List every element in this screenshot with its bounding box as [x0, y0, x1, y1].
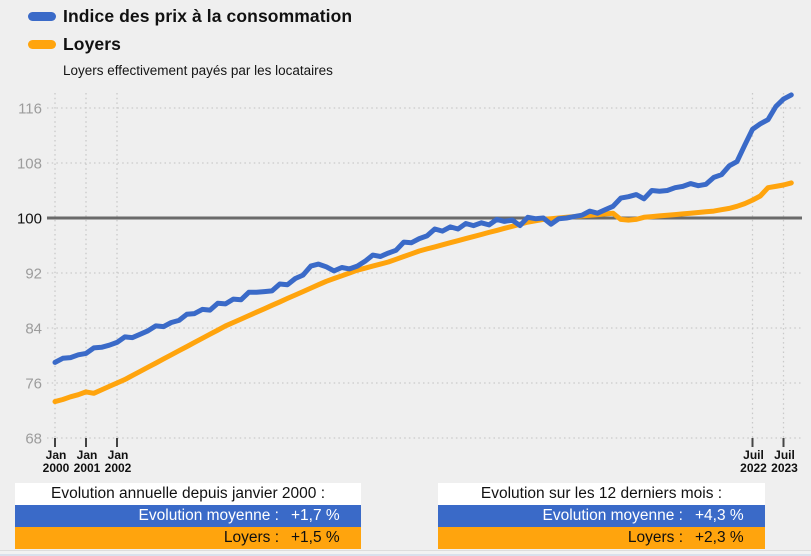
- annual-rent-row: Loyers : +1,5 %: [15, 527, 361, 549]
- last12-cpi-label: Evolution moyenne :: [542, 507, 683, 524]
- price-vs-rent-line-chart: 68768492100108116Jan2000Jan2001Jan2002Ju…: [17, 92, 802, 475]
- y-tick-label-108: 108: [17, 156, 42, 173]
- x-tick-label-jan-2000-l1: Jan: [46, 448, 67, 462]
- legend-row-cpi: Indice des prix à la consommation: [28, 6, 352, 27]
- annual-cpi-value: +1,7 %: [291, 507, 340, 524]
- last-12-months-title: Evolution sur les 12 derniers mois :: [438, 483, 765, 505]
- x-tick-label-juil-2022-l1: Juil: [743, 448, 764, 462]
- last12-cpi-row: Evolution moyenne : +4,3 %: [438, 505, 765, 527]
- bottom-edge-line: [0, 554, 811, 556]
- annual-evolution-title: Evolution annuelle depuis janvier 2000 :: [15, 483, 361, 505]
- x-tick-label-jan-2000-l2: 2000: [43, 461, 70, 475]
- x-tick-label-juil-2023-l1: Juil: [774, 448, 795, 462]
- y-tick-label-76: 76: [25, 376, 42, 393]
- cpi-legend-swatch-icon: [28, 12, 56, 21]
- cpi-legend-label: Indice des prix à la consommation: [63, 6, 353, 26]
- last12-rent-label: Loyers :: [627, 529, 683, 546]
- x-tick-label-juil-2022-l2: 2022: [740, 461, 767, 475]
- annual-cpi-row: Evolution moyenne : +1,7 %: [15, 505, 361, 527]
- annual-rent-label: Loyers :: [223, 529, 279, 546]
- annual-rent-value: +1,5 %: [291, 529, 340, 546]
- bottom-edge-strip: [0, 550, 811, 556]
- annual-evolution-box: Evolution annuelle depuis janvier 2000 :…: [15, 483, 361, 549]
- last12-rent-value: +2,3 %: [695, 529, 744, 546]
- legend-row-rent: Loyers: [28, 34, 121, 55]
- x-tick-label-juil-2023-l2: 2023: [771, 461, 798, 475]
- y-tick-label-100: 100: [17, 211, 42, 228]
- cpi-line: [52, 92, 794, 365]
- rent-line: [52, 180, 794, 405]
- rent-legend-label: Loyers: [63, 34, 121, 54]
- last-12-months-box: Evolution sur les 12 derniers mois : Evo…: [438, 483, 765, 549]
- y-tick-label-92: 92: [25, 266, 42, 283]
- y-tick-label-84: 84: [25, 321, 42, 338]
- x-tick-label-jan-2001-l1: Jan: [77, 448, 98, 462]
- rent-legend-caption: Loyers effectivement payés par les locat…: [63, 63, 333, 78]
- annual-cpi-label: Evolution moyenne :: [138, 507, 279, 524]
- y-tick-label-68: 68: [25, 431, 42, 448]
- x-tick-label-jan-2002-l1: Jan: [108, 448, 129, 462]
- y-tick-label-116: 116: [18, 101, 42, 118]
- x-tick-label-jan-2002-l2: 2002: [105, 461, 132, 475]
- last12-rent-row: Loyers : +2,3 %: [438, 527, 765, 549]
- last12-cpi-value: +4,3 %: [695, 507, 744, 524]
- rent-legend-swatch-icon: [28, 40, 56, 49]
- x-tick-label-jan-2001-l2: 2001: [74, 461, 101, 475]
